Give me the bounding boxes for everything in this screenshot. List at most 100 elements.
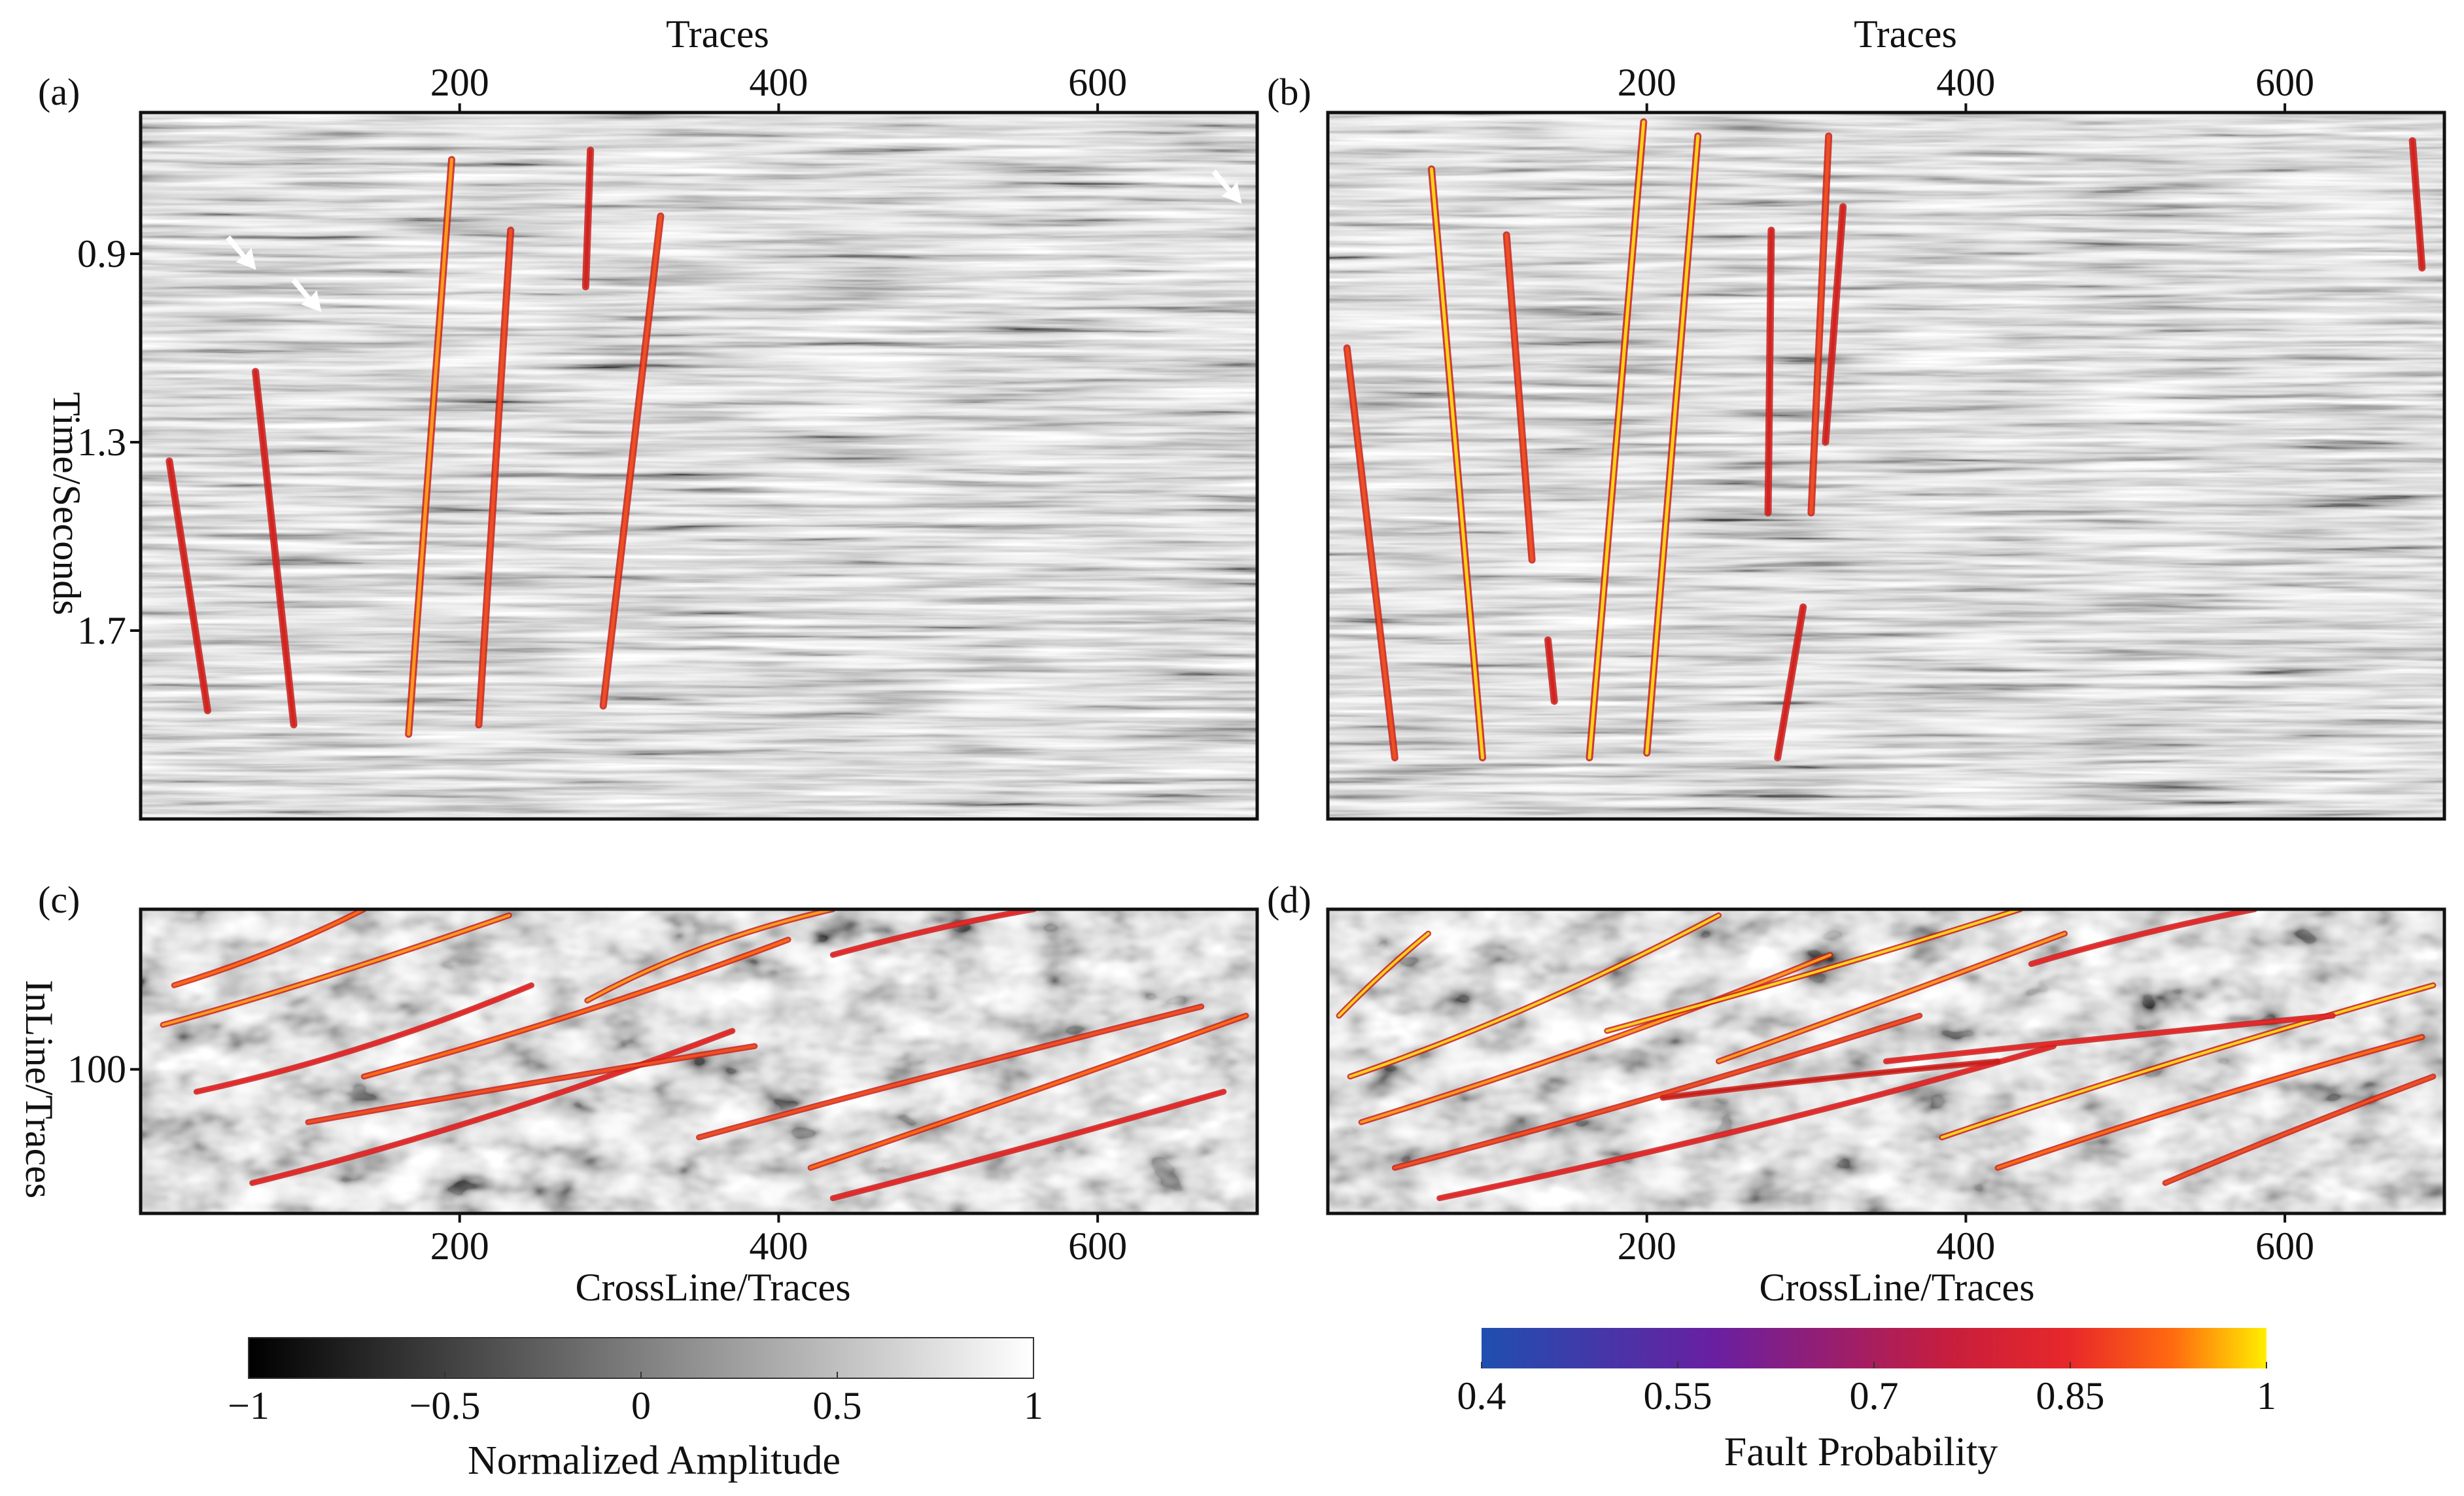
fault-trace [1338, 932, 1430, 1017]
fault-trace [195, 984, 533, 1093]
x-tick-label: 200 [1618, 1225, 1676, 1268]
panel-a-faults [165, 147, 665, 738]
panel-a-y-ticks: 0.9 1.3 1.7 [77, 232, 141, 652]
colorbar-tick-label: 0.7 [1850, 1374, 1899, 1418]
colorbar-fault-gradient [1482, 1328, 2266, 1368]
fault-trace [362, 938, 790, 1078]
panel-b-x-ticks: 200 400 600 [1618, 61, 2314, 113]
panel-c-faults [160, 909, 1249, 1202]
fault-stick [1645, 134, 1700, 755]
colorbar-tick-label: −0.5 [409, 1384, 481, 1427]
x-tick-label: 600 [1068, 61, 1127, 104]
panel-c-left-axis-title: InLine/Traces [18, 980, 61, 1198]
fault-trace [1940, 984, 2435, 1139]
fault-stick [1430, 167, 1485, 759]
panel-b-top-axis-title: Traces [1854, 12, 1957, 56]
fault-stick [1824, 205, 1845, 444]
colorbar-tick-label: 0.55 [1644, 1374, 1712, 1418]
panel-c-frame [139, 907, 1259, 1215]
colorbar-fault: 0.4 0.55 0.7 0.85 1 Fault Probability [1457, 1328, 2276, 1474]
colorbar-amplitude-ticks: −1 −0.5 0 0.5 1 [228, 1372, 1043, 1427]
panel-d-faults [1336, 909, 2437, 1202]
fault-stick [167, 459, 209, 712]
annotation-arrow [1211, 169, 1242, 204]
panel-c-bottom-axis-title: CrossLine/Traces [575, 1266, 850, 1309]
panel-c-x-ticks: 200 400 600 [430, 1213, 1127, 1268]
fault-trace [1661, 1060, 2000, 1100]
panel-b-frame [1326, 111, 2446, 821]
panel-b-seismic-image [1328, 113, 2444, 819]
fault-stick [601, 214, 663, 708]
fault-trace [585, 909, 835, 1002]
fault-trace [162, 914, 511, 1026]
x-tick-label: 400 [1936, 1225, 1995, 1268]
panel-a-seismic-image [141, 113, 1257, 819]
y-tick-label: 100 [67, 1048, 126, 1091]
fault-trace [2030, 909, 2256, 965]
fault-trace [1360, 953, 1832, 1124]
fault-stick [1504, 233, 1534, 562]
fault-stick [407, 158, 454, 736]
fault-stick [254, 370, 296, 727]
colorbar-fault-ticks: 0.4 0.55 0.7 0.85 1 [1457, 1362, 2276, 1418]
fault-trace [1996, 1035, 2423, 1170]
fault-trace [1884, 1014, 2334, 1063]
fault-trace [1717, 932, 2066, 1063]
annotation-arrow [291, 277, 322, 313]
colorbar-tick-label: 1 [2257, 1374, 2276, 1418]
panel-d-frame [1326, 907, 2446, 1215]
x-tick-label: 400 [1936, 61, 1995, 104]
panel-a-arrows [226, 169, 1242, 313]
y-tick-label: 1.7 [77, 609, 126, 652]
fault-trace [809, 1014, 1247, 1170]
fault-trace [831, 1090, 1225, 1200]
fault-stick [1546, 638, 1556, 703]
y-tick-label: 0.9 [77, 232, 126, 275]
panel-a-x-ticks: 200 400 600 [430, 61, 1127, 113]
annotation-arrow [226, 235, 256, 270]
colorbar-tick-label: 0 [631, 1384, 651, 1427]
fault-trace [307, 1045, 756, 1124]
fault-stick [1809, 134, 1831, 515]
fault-trace [1393, 1014, 1921, 1170]
panel-d-x-ticks: 200 400 600 [1618, 1213, 2314, 1268]
x-tick-label: 400 [749, 1225, 808, 1268]
x-tick-label: 600 [2255, 1225, 2314, 1268]
colorbar-tick-label: 1 [1024, 1384, 1043, 1427]
fault-trace [1438, 1045, 2055, 1200]
panel-a-left-axis-title: Time/Seconds [45, 392, 88, 615]
panel-b-faults [1343, 118, 2426, 761]
colorbar-amplitude-title: Normalized Amplitude [468, 1438, 841, 1483]
fault-stick [2410, 139, 2424, 270]
panel-a: (a) Traces Time/Seconds 200 400 600 0.9 1.3… [38, 12, 1259, 821]
x-tick-label: 200 [1618, 61, 1676, 104]
panel-c-y-ticks: 100 [67, 1048, 141, 1091]
colorbar-tick-label: −1 [228, 1384, 269, 1427]
panel-a-top-axis-title: Traces [666, 12, 769, 56]
colorbar-tick-label: 0.85 [2036, 1374, 2105, 1418]
fault-trace [1605, 909, 2022, 1032]
fault-stick [1776, 605, 1805, 759]
fault-stick [1345, 346, 1397, 759]
x-tick-label: 600 [2255, 61, 2314, 104]
fault-trace [173, 909, 366, 987]
fault-stick [583, 148, 593, 288]
panel-b-label: (b) [1267, 71, 1311, 113]
colorbar-tick-label: 0.4 [1457, 1374, 1506, 1418]
y-tick-label: 1.3 [77, 421, 126, 464]
colorbar-fault-title: Fault Probability [1724, 1430, 1998, 1474]
fault-trace [831, 909, 1035, 956]
x-tick-label: 400 [749, 61, 808, 104]
fault-stick [477, 228, 513, 727]
panel-c-label: (c) [38, 878, 80, 921]
fault-trace [251, 1030, 734, 1185]
fault-stick [1588, 120, 1646, 759]
fault-trace [2164, 1075, 2435, 1185]
x-tick-label: 200 [430, 61, 489, 104]
fault-stick [1766, 228, 1773, 515]
colorbar-tick-label: 0.5 [813, 1384, 862, 1427]
fault-trace [697, 1005, 1203, 1139]
panel-d-label: (d) [1267, 878, 1311, 921]
x-tick-label: 600 [1068, 1225, 1127, 1268]
